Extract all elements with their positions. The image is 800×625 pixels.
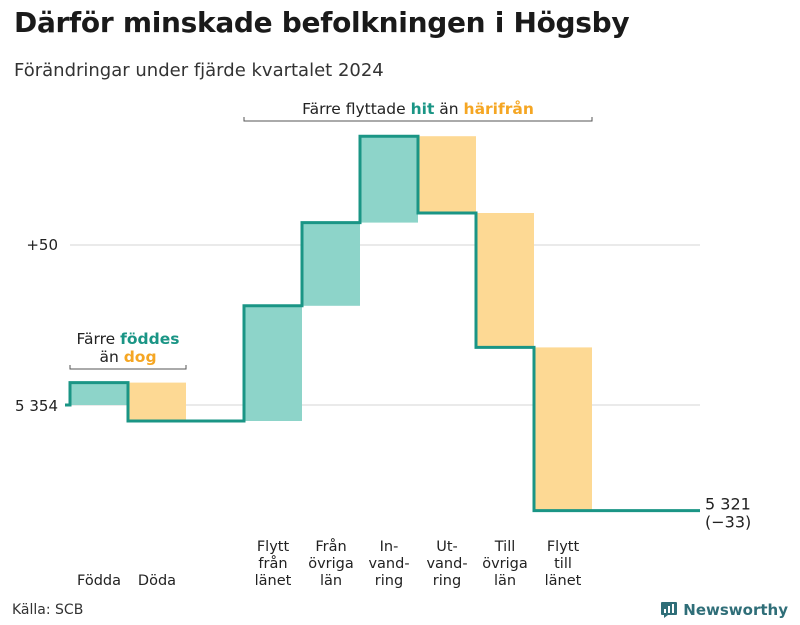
category-label-fodda-0: Födda	[77, 573, 121, 589]
category-label-utvandring-1: vand-	[426, 556, 467, 572]
category-label-fran_ovriga_lan-0: Från	[315, 538, 346, 555]
category-label-fran_ovriga_lan-2: län	[320, 573, 342, 589]
annotation-births-part-0-0: Färre	[77, 330, 121, 348]
annotation-births-part-1-1: dog	[124, 348, 157, 366]
category-label-invandring-1: vand-	[368, 556, 409, 572]
brand-logo: Newsworthy	[660, 601, 788, 619]
bar-flytt_fran_lanet	[244, 305, 302, 421]
category-label-utvandring-0: Ut-	[436, 539, 458, 555]
annotation-migration-line-0: Färre flyttade hit än härifrån	[302, 99, 534, 118]
source-note: Källa: SCB	[12, 602, 84, 618]
bar-chart-logo-icon	[661, 602, 678, 618]
annotation-births-line-0: Färre föddes	[77, 330, 180, 348]
end-change-label: (−33)	[705, 513, 751, 532]
category-label-till_ovriga_lan-0: Till	[494, 539, 516, 555]
annotation-births-part-0-1: föddes	[120, 330, 179, 348]
annotation-births-part-1-0: än	[99, 348, 123, 366]
bar-doda	[128, 382, 186, 421]
running-total-line	[65, 134, 700, 513]
category-label-till_ovriga_lan-2: län	[494, 573, 516, 589]
category-label-doda-0: Döda	[138, 573, 176, 589]
brand-name: Newsworthy	[683, 601, 788, 619]
bar-invandring	[360, 136, 418, 223]
category-label-flytt_fran_lanet-1: från	[258, 555, 287, 572]
annotation-migration-part-0-2: än	[434, 100, 463, 118]
category-label-fran_ovriga_lan-1: övriga	[308, 556, 354, 572]
y-tick-label-start: 5 354	[15, 397, 58, 415]
category-label-till_ovriga_lan-1: övriga	[482, 556, 528, 572]
annotation-migration-part-0-1: hit	[411, 100, 435, 118]
y-tick-label-reference: +50	[26, 236, 58, 254]
annotation-bracket-births	[69, 365, 187, 370]
category-label-invandring-2: ring	[375, 573, 403, 589]
annotation-migration-part-0-0: Färre flyttade	[302, 100, 410, 118]
bar-fran_ovriga_lan	[302, 222, 360, 306]
bar-utvandring	[418, 136, 476, 213]
category-label-flytt_till_lanet-2: länet	[545, 573, 582, 589]
annotation-migration-part-0-3: härifrån	[464, 99, 534, 118]
category-label-flytt_fran_lanet-0: Flytt	[257, 539, 290, 555]
bar-till_ovriga_lan	[476, 213, 534, 348]
end-value-label: 5 321	[705, 495, 751, 514]
category-label-flytt_till_lanet-1: till	[554, 556, 572, 572]
annotation-births-line-1: än dog	[99, 348, 156, 366]
annotation-bracket-migration	[243, 117, 593, 122]
category-label-invandring-0: In-	[380, 539, 399, 555]
chart-subtitle: Förändringar under fjärde kvartalet 2024	[14, 60, 384, 81]
category-label-flytt_fran_lanet-2: länet	[255, 573, 292, 589]
bar-fodda	[70, 382, 128, 405]
chart-title: Därför minskade befolkningen i Högsby	[14, 6, 630, 39]
category-label-flytt_till_lanet-0: Flytt	[547, 539, 580, 555]
category-label-utvandring-2: ring	[433, 573, 461, 589]
bar-flytt_till_lanet	[534, 347, 592, 511]
